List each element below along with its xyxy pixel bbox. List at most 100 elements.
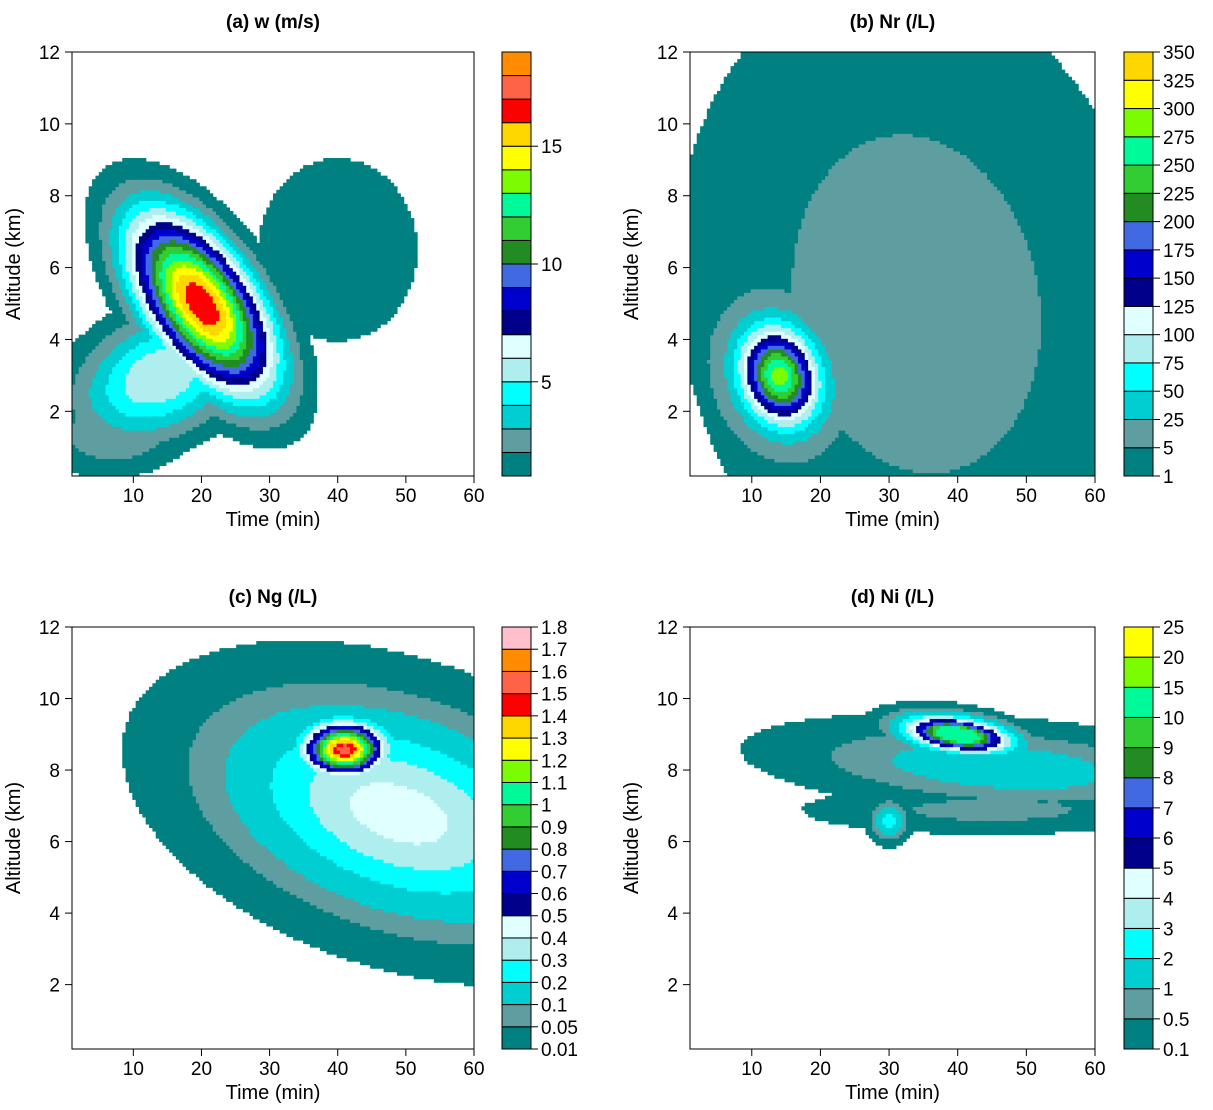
colorbar-label: 1.8: [541, 618, 567, 639]
colorbar-swatch: [1123, 927, 1154, 960]
colorbar-label: 0.1: [1163, 1040, 1189, 1061]
colorbar-swatch: [501, 626, 532, 650]
colorbar: 0.010.050.10.20.30.40.50.60.70.80.911.11…: [501, 618, 578, 1061]
colorbar-label: 0.5: [541, 907, 567, 928]
colorbar-label: 225: [1163, 184, 1195, 205]
colorbar-label: 0.01: [541, 1040, 578, 1061]
colorbar-label: 175: [1163, 241, 1195, 262]
x-axis-label: Time (min): [226, 1082, 321, 1104]
colorbar-swatch: [1123, 305, 1154, 336]
x-tick-label: 10: [123, 486, 144, 507]
y-tick-label: 8: [667, 761, 678, 782]
colorbar-swatch: [1123, 626, 1154, 658]
y-tick-label: 2: [667, 976, 678, 997]
colorbar-label: 5: [1163, 859, 1174, 880]
contour-fill: [690, 52, 1095, 476]
colorbar-swatch: [501, 981, 532, 1006]
colorbar-swatch: [1123, 390, 1154, 420]
colorbar-swatch: [1123, 958, 1154, 990]
x-tick-label: 50: [1016, 1059, 1037, 1080]
colorbar-label: 1.1: [541, 773, 567, 794]
colorbar-label: 0.9: [541, 818, 567, 839]
colorbar-swatch: [1123, 334, 1154, 364]
colorbar-label: 0.4: [541, 929, 568, 950]
colorbar-label: 0.3: [541, 951, 567, 972]
colorbar-swatch: [1123, 686, 1154, 718]
colorbar-label: 0.6: [541, 885, 567, 906]
colorbar: 0.1 0.5 1 2 3 4 5 6 7 8 9 10 15 20 25: [1123, 618, 1189, 1061]
x-tick-label: 20: [810, 486, 831, 507]
y-tick-label: 4: [667, 904, 678, 925]
x-tick-label: 60: [463, 1059, 484, 1080]
x-tick-label: 60: [463, 486, 484, 507]
x-axis-label: Time (min): [845, 509, 940, 531]
colorbar-swatch: [501, 959, 532, 983]
x-tick-label: 50: [395, 486, 416, 507]
panel-b: (b) Nr (/L) 10 20 30 40 50 60 2 4 6 8 10 12 Time (min…: [621, 12, 1195, 531]
x-tick-label: 30: [878, 1059, 899, 1080]
colorbar-label: 0.5: [1163, 1010, 1189, 1031]
colorbar-swatch: [501, 357, 532, 383]
x-tick-label: 60: [1084, 486, 1105, 507]
colorbar-swatch: [1123, 777, 1154, 809]
colorbar-label: 10: [1163, 708, 1184, 729]
colorbar-label: 1: [1163, 467, 1174, 488]
y-axis-label: Altitude (km): [621, 782, 643, 894]
x-tick-label: 20: [191, 486, 212, 507]
y-tick-label: 8: [49, 761, 60, 782]
colorbar-label: 0.05: [541, 1018, 578, 1039]
colorbar-swatch: [501, 451, 532, 477]
colorbar-label: 1.6: [541, 662, 567, 683]
colorbar-swatch: [501, 145, 532, 171]
colorbar-swatch: [501, 915, 532, 939]
colorbar-swatch: [1123, 164, 1154, 194]
x-tick-label: 30: [878, 486, 899, 507]
colorbar-swatch: [501, 737, 532, 761]
y-tick-label: 12: [657, 43, 678, 64]
x-tick-label: 30: [259, 1059, 280, 1080]
colorbar-label: 325: [1163, 71, 1195, 92]
colorbar-label: 1.3: [541, 729, 567, 750]
colorbar-swatch: [501, 122, 532, 147]
colorbar-label: 300: [1163, 100, 1195, 121]
x-tick-label: 50: [395, 1059, 416, 1080]
colorbar-swatch: [1123, 807, 1154, 839]
colorbar-label: 275: [1163, 128, 1195, 149]
panel-a: (a) w (m/s) 10 20 30 40 50 60 2 4 6 8 10 12 Time (min…: [3, 12, 562, 531]
y-tick-label: 6: [667, 259, 678, 280]
colorbar-label: 5: [1163, 439, 1174, 460]
panel-c: (c) Ng (/L) 10 20 30 40 50 60 2 4 6 8 10 12 Time (min…: [3, 587, 578, 1104]
colorbar-swatch: [501, 893, 532, 917]
y-tick-label: 4: [667, 330, 678, 351]
colorbar-label: 1.7: [541, 640, 567, 661]
y-axis-label: Altitude (km): [621, 208, 643, 320]
x-axis-label: Time (min): [845, 1082, 940, 1104]
colorbar-label: 25: [1163, 618, 1184, 639]
colorbar-label: 2: [1163, 950, 1174, 971]
colorbar-swatch: [1123, 716, 1154, 749]
contour-fill: [72, 158, 418, 476]
y-tick-label: 10: [39, 690, 60, 711]
colorbar-swatch: [1123, 362, 1154, 392]
colorbar-label: 100: [1163, 326, 1195, 347]
x-axis-label: Time (min): [226, 509, 321, 531]
colorbar-swatch: [501, 169, 532, 194]
colorbar-label: 6: [1163, 829, 1174, 850]
colorbar-swatch: [501, 216, 532, 241]
colorbar-label: 1.5: [541, 685, 567, 706]
colorbar-swatch: [1123, 747, 1154, 779]
colorbar-label: 9: [1163, 739, 1174, 760]
colorbar-label: 75: [1163, 354, 1184, 375]
x-tick-label: 40: [947, 1059, 968, 1080]
colorbar-label: 1.2: [541, 751, 567, 772]
y-tick-label: 6: [49, 833, 60, 854]
colorbar-swatch: [501, 404, 532, 430]
panel-title: (d) Ni (/L): [851, 587, 934, 608]
colorbar-swatch: [501, 693, 532, 717]
y-tick-label: 2: [667, 402, 678, 423]
panel-title: (b) Nr (/L): [850, 12, 935, 33]
colorbar-swatch: [501, 848, 532, 872]
colorbar-swatch: [501, 804, 532, 828]
x-tick-label: 40: [327, 486, 348, 507]
